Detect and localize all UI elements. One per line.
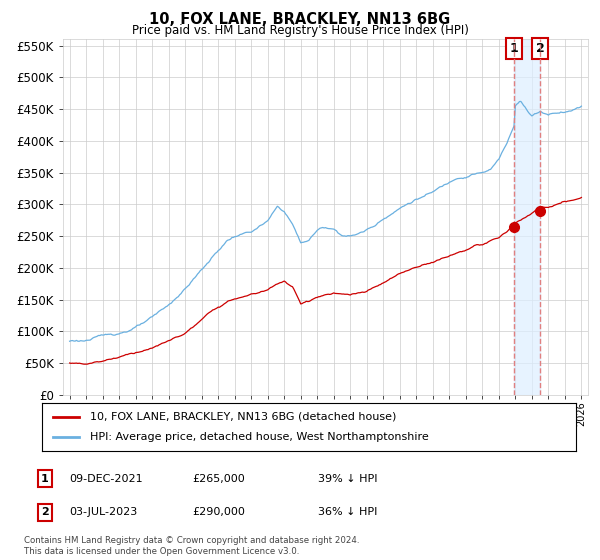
Text: 1: 1 [510,42,519,55]
Text: 2: 2 [536,42,544,55]
Text: 10, FOX LANE, BRACKLEY, NN13 6BG: 10, FOX LANE, BRACKLEY, NN13 6BG [149,12,451,27]
Text: 2: 2 [41,507,49,517]
Text: 1: 1 [41,474,49,484]
Bar [514,39,540,395]
Text: Price paid vs. HM Land Registry's House Price Index (HPI): Price paid vs. HM Land Registry's House … [131,24,469,36]
Text: 03-JUL-2023: 03-JUL-2023 [69,507,137,517]
Text: £290,000: £290,000 [192,507,245,517]
Text: 39% ↓ HPI: 39% ↓ HPI [318,474,377,484]
Text: HPI: Average price, detached house, West Northamptonshire: HPI: Average price, detached house, West… [90,432,429,442]
Text: 10, FOX LANE, BRACKLEY, NN13 6BG (detached house): 10, FOX LANE, BRACKLEY, NN13 6BG (detach… [90,412,397,422]
Text: Contains HM Land Registry data © Crown copyright and database right 2024.
This d: Contains HM Land Registry data © Crown c… [24,536,359,556]
Text: 36% ↓ HPI: 36% ↓ HPI [318,507,377,517]
Text: 09-DEC-2021: 09-DEC-2021 [69,474,143,484]
Text: £265,000: £265,000 [192,474,245,484]
